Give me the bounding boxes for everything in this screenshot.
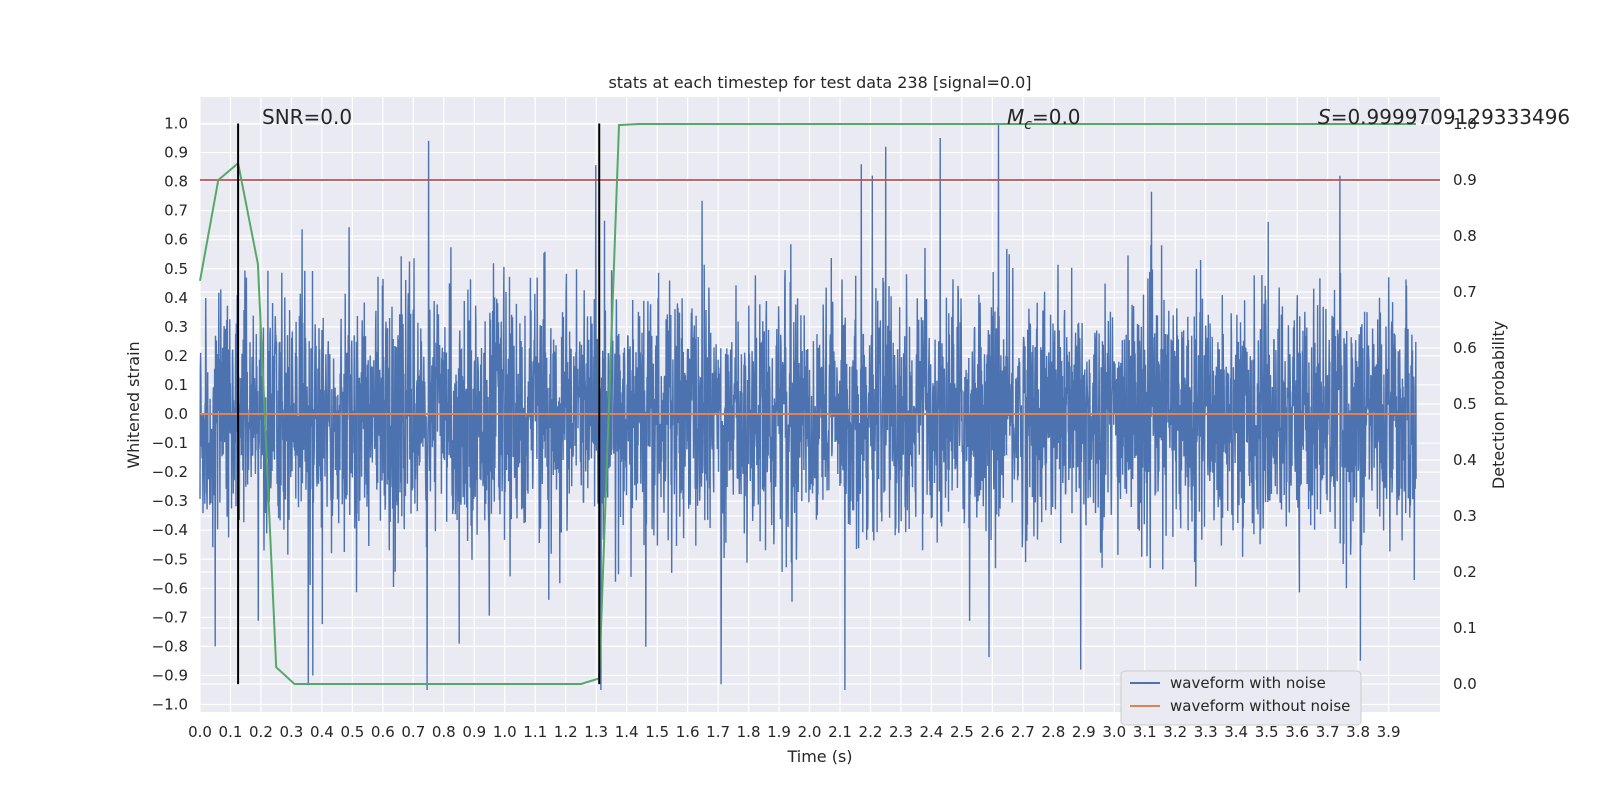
y-tick-label: −0.9 (152, 666, 188, 684)
y2-tick-label: 0.7 (1453, 283, 1477, 301)
y-tick-label: 0.2 (164, 347, 188, 365)
legend-label-noise: waveform with noise (1170, 674, 1326, 692)
s-symbol: S (1318, 105, 1331, 129)
y2-axis-label: Detection probability (1489, 321, 1508, 489)
y2-tick-label: 0.3 (1453, 507, 1477, 525)
x-tick-label: 3.9 (1377, 723, 1401, 741)
y-tick-label: −0.6 (152, 579, 188, 597)
y2-tick-label: 0.5 (1453, 395, 1477, 413)
y2-tick-label: 0.0 (1453, 675, 1477, 693)
x-axis-ticks: 0.0 0.1 0.2 0.3 0.4 0.5 0.6 0.7 0.8 0.9 1.0 1.1 1.2 1… (188, 723, 1400, 741)
x-tick-label: 1.1 (523, 723, 547, 741)
x-tick-label: 0.1 (219, 723, 243, 741)
y2-tick-label: 0.6 (1453, 339, 1477, 357)
x-tick-label: 3.7 (1316, 723, 1340, 741)
x-tick-label: 2.8 (1041, 723, 1065, 741)
legend-label-clean: waveform without noise (1170, 697, 1350, 715)
x-axis-label: Time (s) (786, 747, 852, 766)
x-tick-label: 2.1 (828, 723, 852, 741)
y2-tick-label: 0.9 (1453, 171, 1477, 189)
x-tick-label: 3.3 (1194, 723, 1218, 741)
series-waveform-with-noise (199, 123, 1417, 691)
x-tick-label: 3.1 (1133, 723, 1157, 741)
x-tick-label: 2.6 (980, 723, 1004, 741)
vertical-markers (237, 123, 601, 685)
x-tick-label: 0.7 (401, 723, 425, 741)
x-tick-label: 2.2 (859, 723, 883, 741)
y-tick-label: −0.3 (152, 492, 188, 510)
y-tick-label: 0.7 (164, 202, 188, 220)
x-tick-label: 2.3 (889, 723, 913, 741)
x-tick-label: 2.0 (798, 723, 822, 741)
y2-tick-label: 1.0 (1453, 115, 1477, 133)
y-tick-label: 0.1 (164, 376, 188, 394)
x-tick-label: 0.9 (462, 723, 486, 741)
legend: waveform with noise waveform without noi… (1120, 670, 1362, 726)
x-tick-label: 1.2 (554, 723, 578, 741)
detection-probability-layer (199, 123, 1416, 685)
mc-subscript: c (1024, 117, 1032, 133)
y2-tick-label: 0.2 (1453, 563, 1477, 581)
y-tick-label: −0.4 (152, 521, 188, 539)
x-tick-label: 2.5 (950, 723, 974, 741)
x-tick-label: 1.3 (584, 723, 608, 741)
x-tick-label: 0.4 (310, 723, 334, 741)
s-annotation: S=0.9999709129333496 (1318, 105, 1570, 129)
x-tick-label: 1.5 (645, 723, 669, 741)
x-tick-label: 2.4 (919, 723, 943, 741)
mc-annotation: Mc=0.0 (1007, 105, 1081, 133)
y-axis-label: Whitened strain (124, 341, 143, 468)
x-tick-label: 3.0 (1102, 723, 1126, 741)
y-axis-ticks: 1.0 0.9 0.8 0.7 0.6 0.5 0.4 0.3 0.2 0.1 0.0 −0.1 −0.… (152, 115, 188, 714)
y-tick-label: −0.2 (152, 463, 188, 481)
y2-tick-label: 0.4 (1453, 451, 1477, 469)
x-tick-label: 3.2 (1163, 723, 1187, 741)
x-tick-label: 1.8 (737, 723, 761, 741)
y-tick-label: 0.5 (164, 260, 188, 278)
legend-box (1120, 670, 1362, 726)
x-tick-label: 1.7 (706, 723, 730, 741)
x-tick-label: 0.2 (249, 723, 273, 741)
detection-probability-line (199, 123, 1416, 685)
y-tick-label: 0.3 (164, 318, 188, 336)
y-tick-label: −0.5 (152, 550, 188, 568)
y-tick-label: 0.0 (164, 405, 188, 423)
y-tick-label: 0.6 (164, 231, 188, 249)
x-tick-label: 0.3 (279, 723, 303, 741)
y-tick-label: 0.8 (164, 173, 188, 191)
y-tick-label: 1.0 (164, 115, 188, 133)
x-tick-label: 2.7 (1011, 723, 1035, 741)
mc-value: =0.0 (1032, 105, 1081, 129)
x-tick-label: 3.6 (1285, 723, 1309, 741)
y-tick-label: −0.8 (152, 637, 188, 655)
x-tick-label: 1.9 (767, 723, 791, 741)
x-tick-label: 1.6 (676, 723, 700, 741)
y-tick-label: 0.9 (164, 144, 188, 162)
y-tick-label: −1.0 (152, 696, 188, 714)
snr-annotation: SNR=0.0 (262, 105, 352, 129)
y2-axis-ticks: 1.0 0.9 0.8 0.7 0.6 0.5 0.4 0.3 0.2 0.1 0.0 (1453, 115, 1477, 693)
x-tick-label: 3.4 (1224, 723, 1248, 741)
y2-tick-label: 0.8 (1453, 227, 1477, 245)
x-tick-label: 1.4 (615, 723, 639, 741)
chart-title: stats at each timestep for test data 238… (608, 73, 1031, 92)
x-tick-label: 3.5 (1255, 723, 1279, 741)
x-tick-label: 0.0 (188, 723, 212, 741)
x-tick-label: 0.5 (340, 723, 364, 741)
x-tick-label: 0.6 (371, 723, 395, 741)
x-tick-label: 3.8 (1346, 723, 1370, 741)
x-tick-label: 1.0 (493, 723, 517, 741)
s-value: =0.9999709129333496 (1331, 105, 1570, 129)
y-tick-label: 0.4 (164, 289, 188, 307)
y-tick-label: −0.7 (152, 608, 188, 626)
y-tick-label: −0.1 (152, 434, 188, 452)
x-tick-label: 0.8 (432, 723, 456, 741)
y2-tick-label: 0.1 (1453, 619, 1477, 637)
noise-waveform-line (199, 123, 1417, 691)
mc-symbol: M (1007, 105, 1024, 129)
x-tick-label: 2.9 (1072, 723, 1096, 741)
